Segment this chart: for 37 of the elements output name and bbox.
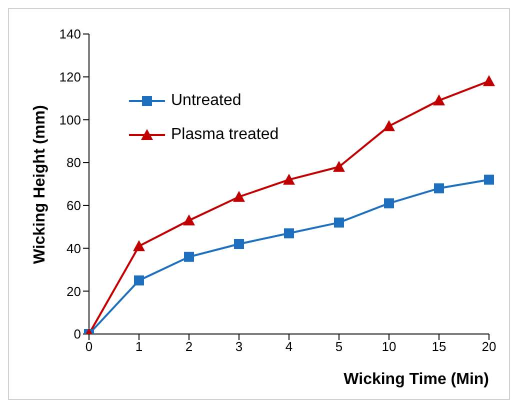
y-tick-label: 140 (59, 26, 81, 42)
legend-label: Untreated (171, 92, 242, 110)
legend-label: Plasma treated (171, 126, 279, 144)
x-tick-label: 5 (335, 339, 343, 354)
x-axis-title: Wicking Time (Min) (344, 371, 489, 388)
point (434, 183, 444, 194)
x-tick-label: 2 (185, 339, 193, 354)
point (283, 174, 295, 185)
x-tick-label: 0 (85, 339, 93, 354)
point (334, 218, 344, 228)
point (234, 239, 244, 249)
point (483, 75, 495, 86)
point (333, 160, 345, 172)
y-tick-label: 40 (66, 240, 81, 256)
y-tick-label: 120 (59, 69, 81, 84)
x-tick-label: 1 (135, 339, 143, 354)
point (134, 275, 144, 286)
point (384, 198, 394, 208)
point (433, 94, 445, 106)
x-tick-label: 3 (235, 339, 243, 354)
point (133, 240, 145, 252)
x-tick-label: 10 (382, 339, 396, 354)
y-tick-label: 100 (59, 112, 81, 128)
point (284, 228, 294, 238)
y-tick-label: 80 (66, 155, 81, 170)
x-tick-label: 20 (482, 339, 496, 354)
point (233, 190, 245, 202)
x-tick-label: 15 (432, 339, 446, 354)
y-tick-label: 60 (66, 198, 81, 214)
point (383, 120, 395, 132)
y-axis-title: Wicking Height (mm) (32, 105, 49, 264)
point (183, 214, 195, 226)
y-tick-label: 20 (66, 284, 81, 299)
y-tick-label: 0 (74, 326, 81, 342)
x-tick-label: 4 (285, 339, 293, 354)
point (484, 174, 494, 185)
point (184, 252, 194, 262)
